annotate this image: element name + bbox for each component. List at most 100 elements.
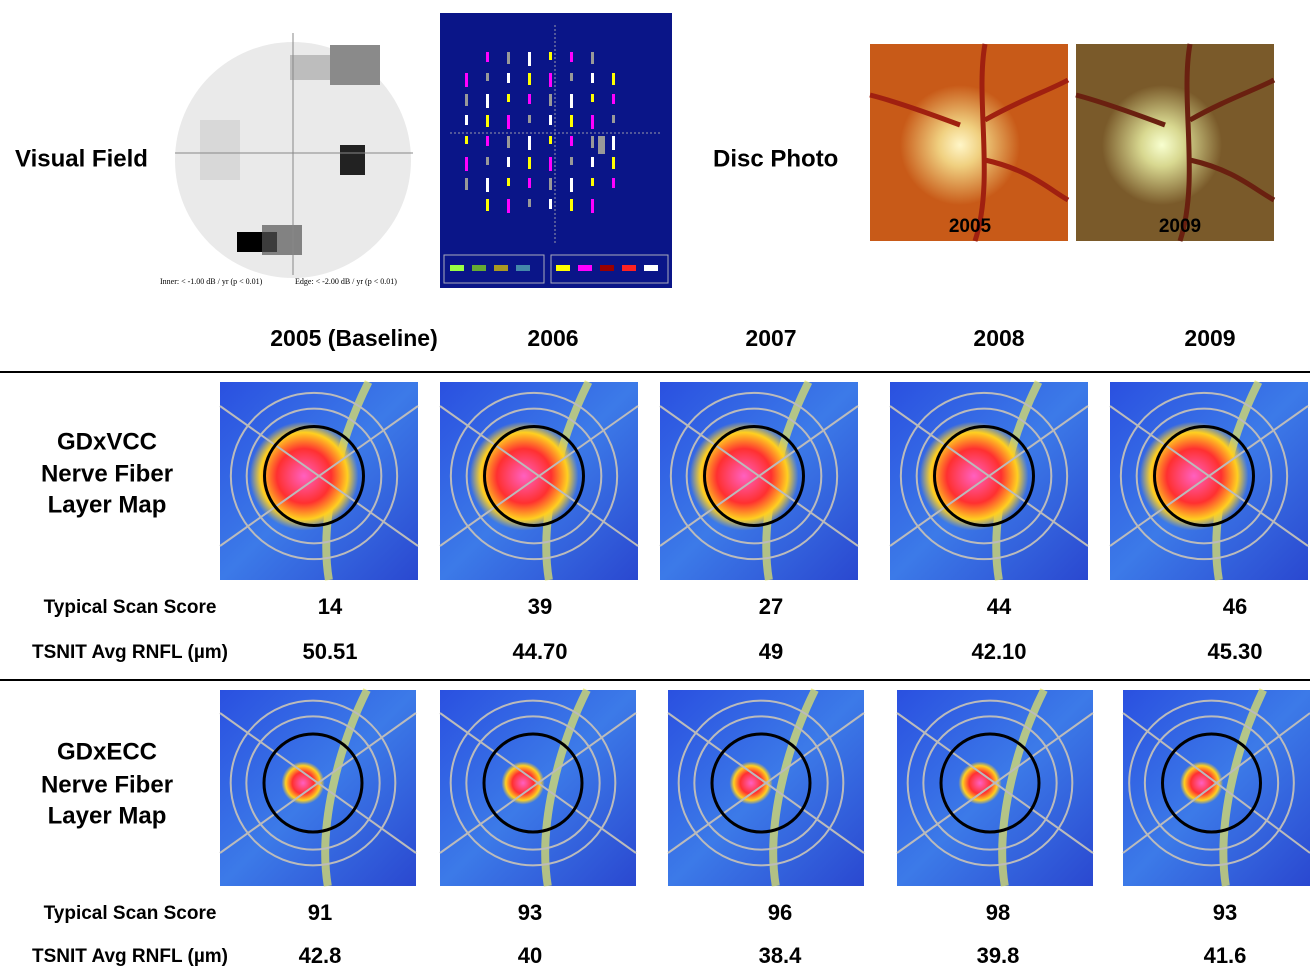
change-bar: [465, 157, 468, 171]
change-bar: [591, 178, 594, 186]
row-value: 40: [518, 943, 542, 968]
change-bar: [528, 157, 531, 169]
nerve-fiber-map: [668, 690, 864, 886]
row-value: 91: [308, 900, 332, 925]
change-bar: [549, 73, 552, 87]
nerve-fiber-map: [440, 382, 638, 580]
year-header: 2008: [973, 325, 1024, 351]
change-bar: [612, 136, 615, 150]
row-value: 39.8: [977, 943, 1020, 968]
disc-photo: [870, 44, 1068, 241]
change-bar: [528, 178, 531, 188]
change-bar: [507, 52, 510, 64]
figure: Visual Field Inner: < -1.00 dB / yr (p <…: [0, 0, 1310, 970]
row-value: 14: [318, 594, 343, 619]
row-value: 44: [987, 594, 1012, 619]
change-bar: [549, 52, 552, 60]
section-title: Nerve Fiber: [41, 771, 173, 798]
visual-field-label: Visual Field: [15, 145, 148, 172]
change-bar: [507, 199, 510, 213]
row-value: 41.6: [1204, 943, 1247, 968]
change-bar: [528, 73, 531, 85]
change-bar: [612, 73, 615, 85]
change-bar: [570, 52, 573, 62]
row-value: 45.30: [1207, 639, 1262, 664]
visual-field-plot: [175, 33, 413, 278]
change-bar: [528, 199, 531, 207]
nerve-fiber-map: [890, 382, 1088, 580]
change-bar: [591, 136, 594, 148]
change-bar: [591, 115, 594, 129]
row-label: TSNIT Avg RNFL (µm): [32, 642, 228, 663]
change-bar: [549, 178, 552, 190]
row-value: 46: [1223, 594, 1247, 619]
change-bar: [465, 94, 468, 106]
change-bar: [507, 157, 510, 167]
disc-photo-label: Disc Photo: [713, 145, 838, 172]
change-bar: [549, 157, 552, 171]
change-bar: [612, 94, 615, 104]
row-value: 98: [986, 900, 1010, 925]
section-title: Nerve Fiber: [41, 460, 173, 487]
change-bar: [591, 199, 594, 213]
row-value: 96: [768, 900, 792, 925]
row-value: 38.4: [759, 943, 803, 968]
year-header: 2006: [527, 325, 578, 351]
change-bar: [612, 115, 615, 123]
row-value: 27: [759, 594, 783, 619]
change-bar: [486, 136, 489, 146]
section-title: Layer Map: [48, 491, 167, 518]
row-value: 50.51: [302, 639, 357, 664]
change-bar: [486, 199, 489, 211]
change-bar: [570, 115, 573, 127]
change-bar: [570, 136, 573, 146]
row-label: TSNIT Avg RNFL (µm): [32, 946, 228, 967]
disc-photo: [1076, 44, 1274, 241]
year-header: 2009: [1184, 325, 1235, 351]
nerve-fiber-map: [220, 382, 418, 580]
change-bar: [486, 52, 489, 62]
row-value: 42.8: [299, 943, 342, 968]
change-bar: [507, 73, 510, 83]
change-bar: [507, 115, 510, 129]
section-title: GDxVCC: [57, 428, 157, 455]
year-header: 2007: [745, 325, 796, 351]
change-bar: [465, 178, 468, 190]
disc-photo-year: 2005: [949, 216, 992, 237]
nerve-fiber-map: [1110, 382, 1308, 580]
change-bar: [549, 115, 552, 125]
visual-field-legend: Edge: < -2.00 dB / yr (p < 0.01): [295, 277, 397, 286]
change-bar: [570, 199, 573, 211]
change-bar: [465, 136, 468, 144]
row-value: 44.70: [512, 639, 567, 664]
change-bar: [570, 178, 573, 192]
change-bar: [486, 73, 489, 81]
change-bar: [612, 157, 615, 169]
change-bar: [465, 115, 468, 125]
change-bar: [465, 73, 468, 87]
change-bar: [486, 178, 489, 192]
nerve-fiber-map: [897, 690, 1093, 886]
change-bar: [507, 94, 510, 102]
nerve-fiber-map: [1123, 690, 1310, 886]
disc-photo-year: 2009: [1159, 216, 1201, 237]
row-value: 39: [528, 594, 552, 619]
visual-field-legend: Inner: < -1.00 dB / yr (p < 0.01): [160, 277, 263, 286]
change-bar: [591, 157, 594, 167]
change-bar: [507, 178, 510, 186]
year-header: 2005 (Baseline): [270, 325, 437, 351]
row-label: Typical Scan Score: [44, 597, 217, 618]
change-bar: [528, 115, 531, 123]
section-title: Layer Map: [48, 802, 167, 829]
change-bar: [570, 73, 573, 81]
change-bar: [549, 94, 552, 106]
change-bar: [507, 136, 510, 148]
change-bar: [486, 94, 489, 108]
section-title: GDxECC: [57, 738, 157, 765]
change-bar: [528, 94, 531, 104]
nerve-fiber-map: [220, 690, 416, 886]
change-bar: [528, 52, 531, 66]
row-value: 93: [1213, 900, 1237, 925]
change-bar: [528, 136, 531, 150]
change-bar: [591, 73, 594, 83]
